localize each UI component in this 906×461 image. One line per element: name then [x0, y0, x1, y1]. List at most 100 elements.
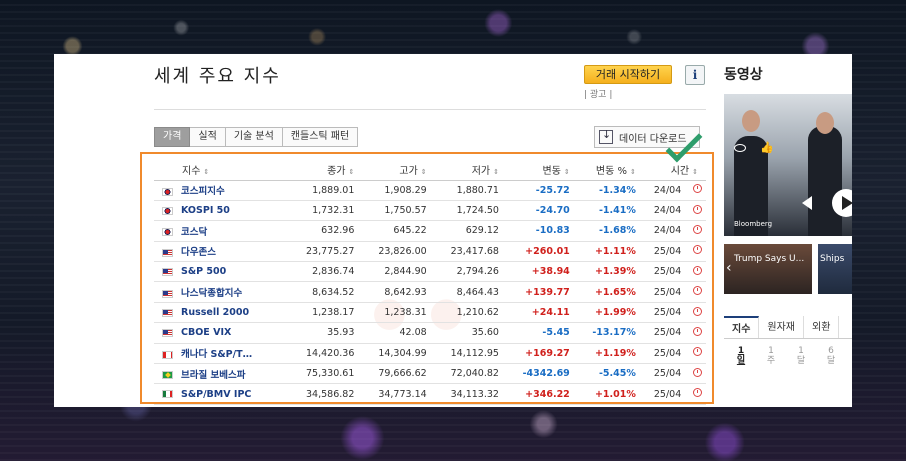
index-link[interactable]: CBOE VIX	[181, 327, 232, 339]
index-name-cell: S&P/BMV IPC	[154, 383, 291, 405]
data-download-button[interactable]: 데이터 다운로드	[594, 126, 700, 148]
clock-icon[interactable]	[693, 265, 702, 275]
header-low[interactable]: 저가 ⇕	[434, 160, 507, 181]
table-row[interactable]: 코스닥 632.96 645.22 629.12 -10.83 -1.68% 24/04	[154, 220, 706, 242]
tab-indices[interactable]: 지수	[724, 316, 760, 338]
close-cell: 34,586.82	[290, 383, 363, 405]
header-time[interactable]: 시간 ⇕	[643, 160, 706, 181]
sort-icon: ⇕	[563, 168, 570, 177]
index-link[interactable]: 코스닥	[181, 226, 208, 238]
sort-icon: ⇕	[203, 168, 210, 177]
table-row[interactable]: KOSPI 50 1,732.31 1,750.57 1,724.50 -24.70 -1…	[154, 200, 706, 222]
index-name-cell: KOSPI 50	[154, 200, 291, 222]
clock-icon[interactable]	[693, 367, 702, 377]
header-index[interactable]: 지수 ⇕	[154, 160, 291, 181]
video-player[interactable]: 👍 Bloomberg	[724, 94, 852, 236]
low-cell: 1,880.71	[434, 180, 507, 201]
video-section-title: 동영상	[724, 67, 763, 83]
clock-icon[interactable]	[693, 286, 702, 296]
clock-icon[interactable]	[693, 388, 702, 398]
us-flag-icon	[162, 308, 173, 317]
clock-icon[interactable]	[693, 347, 702, 357]
tab-technical[interactable]: 기술 분석	[225, 127, 283, 147]
table-row[interactable]: 다우존스 23,775.27 23,826.00 23,417.68 +260.01 +1…	[154, 241, 706, 263]
index-name-cell: 브라질 보베스파	[154, 363, 291, 385]
download-icon	[599, 128, 613, 144]
table-row[interactable]: 브라질 보베스파 75,330.61 79,666.62 72,040.82 -4342…	[154, 363, 706, 385]
change-pct-cell: +1.99%	[577, 302, 644, 324]
close-cell: 75,330.61	[290, 363, 363, 385]
previous-arrow-icon[interactable]	[802, 196, 812, 210]
high-cell: 1,750.57	[362, 200, 435, 222]
info-button[interactable]: i	[685, 65, 705, 85]
high-cell: 1,238.31	[362, 302, 435, 324]
header-change-pct[interactable]: 변동 % ⇕	[577, 160, 644, 181]
clock-cell	[689, 281, 706, 303]
close-cell: 632.96	[290, 220, 363, 242]
tab-forex[interactable]: 외환	[804, 316, 840, 338]
chevron-left-icon[interactable]: ‹	[726, 260, 732, 276]
index-link[interactable]: 코스피지수	[181, 186, 225, 198]
page-title: 세계 주요 지수	[154, 66, 281, 87]
index-link[interactable]: 브라질 보베스파	[181, 369, 246, 381]
table-row[interactable]: 코스피지수 1,889.01 1,908.29 1,880.71 -25.72 -1.34…	[154, 180, 706, 201]
high-cell: 1,908.29	[362, 180, 435, 201]
low-cell: 1,724.50	[434, 200, 507, 222]
clock-cell	[689, 241, 706, 263]
table-row[interactable]: S&P/BMV IPC 34,586.82 34,773.14 34,113.32 +3…	[154, 383, 706, 405]
clock-cell	[689, 220, 706, 242]
header-change[interactable]: 변동 ⇕	[506, 160, 578, 181]
table-row[interactable]: 캐나다 S&P/T… 14,420.36 14,304.99 14,112.95 +16…	[154, 343, 706, 365]
index-link[interactable]: 캐나다 S&P/T…	[181, 349, 253, 361]
change-pct-cell: -1.41%	[577, 200, 644, 222]
change-cell: -25.72	[506, 180, 578, 201]
clock-cell	[689, 180, 706, 201]
divider	[154, 109, 706, 110]
index-link[interactable]: S&P 500	[181, 266, 227, 278]
index-link[interactable]: S&P/BMV IPC	[181, 388, 252, 400]
low-cell: 14,112.95	[434, 343, 507, 365]
video-thumbnail[interactable]: ‹ Trump Says U...	[724, 244, 812, 294]
change-pct-cell: +1.65%	[577, 281, 644, 303]
table-row[interactable]: S&P 500 2,836.74 2,844.90 2,794.26 +38.94 +1.…	[154, 261, 706, 283]
index-link[interactable]: KOSPI 50	[181, 205, 230, 217]
close-cell: 1,238.17	[290, 302, 363, 324]
table-row[interactable]: CBOE VIX 35.93 42.08 35.60 -5.45 -13.17% 25/04	[154, 322, 706, 344]
index-link[interactable]: 다우존스	[181, 247, 216, 259]
tab-candlestick[interactable]: 캔들스틱 패턴	[282, 127, 359, 147]
time-cell: 25/04	[643, 241, 690, 263]
kr-flag-icon	[162, 228, 173, 237]
header-high[interactable]: 고가 ⇕	[362, 160, 435, 181]
change-pct-cell: +1.11%	[577, 241, 644, 263]
low-cell: 72,040.82	[434, 363, 507, 385]
clock-icon[interactable]	[693, 204, 702, 214]
clock-icon[interactable]	[693, 224, 702, 234]
thumbs-up-icon[interactable]: 👍	[760, 141, 774, 154]
table-row[interactable]: Russell 2000 1,238.17 1,238.31 1,210.62 +24.…	[154, 302, 706, 324]
header-close[interactable]: 종가 ⇕	[290, 160, 363, 181]
change-cell: -24.70	[506, 200, 578, 222]
clock-icon[interactable]	[693, 306, 702, 316]
index-link[interactable]: 나스닥종합지수	[181, 288, 243, 300]
index-link[interactable]: Russell 2000	[181, 307, 250, 319]
trade-start-button[interactable]: 거래 시작하기	[584, 65, 672, 84]
table-row[interactable]: 나스닥종합지수 8,634.52 8,642.93 8,464.43 +139.77 +1…	[154, 281, 706, 303]
clock-cell	[689, 322, 706, 344]
video-thumbnails: ‹ Trump Says U... Ships	[724, 244, 852, 294]
index-name-cell: Russell 2000	[154, 302, 291, 324]
tab-earnings[interactable]: 실적	[190, 127, 226, 147]
clock-cell	[689, 343, 706, 365]
clock-icon[interactable]	[693, 184, 702, 194]
clock-icon[interactable]	[693, 326, 702, 336]
table-header-row: 지수 ⇕ 종가 ⇕ 고가 ⇕ 저가 ⇕ 변동 ⇕ 변동 % ⇕ 시간 ⇕	[154, 160, 706, 181]
play-icon[interactable]	[832, 189, 852, 217]
tab-price[interactable]: 가격	[154, 127, 191, 147]
clock-icon[interactable]	[693, 245, 702, 255]
us-flag-icon	[162, 328, 173, 337]
tab-commodities[interactable]: 원자재	[759, 316, 805, 338]
video-thumbnail[interactable]: Ships	[818, 244, 852, 294]
